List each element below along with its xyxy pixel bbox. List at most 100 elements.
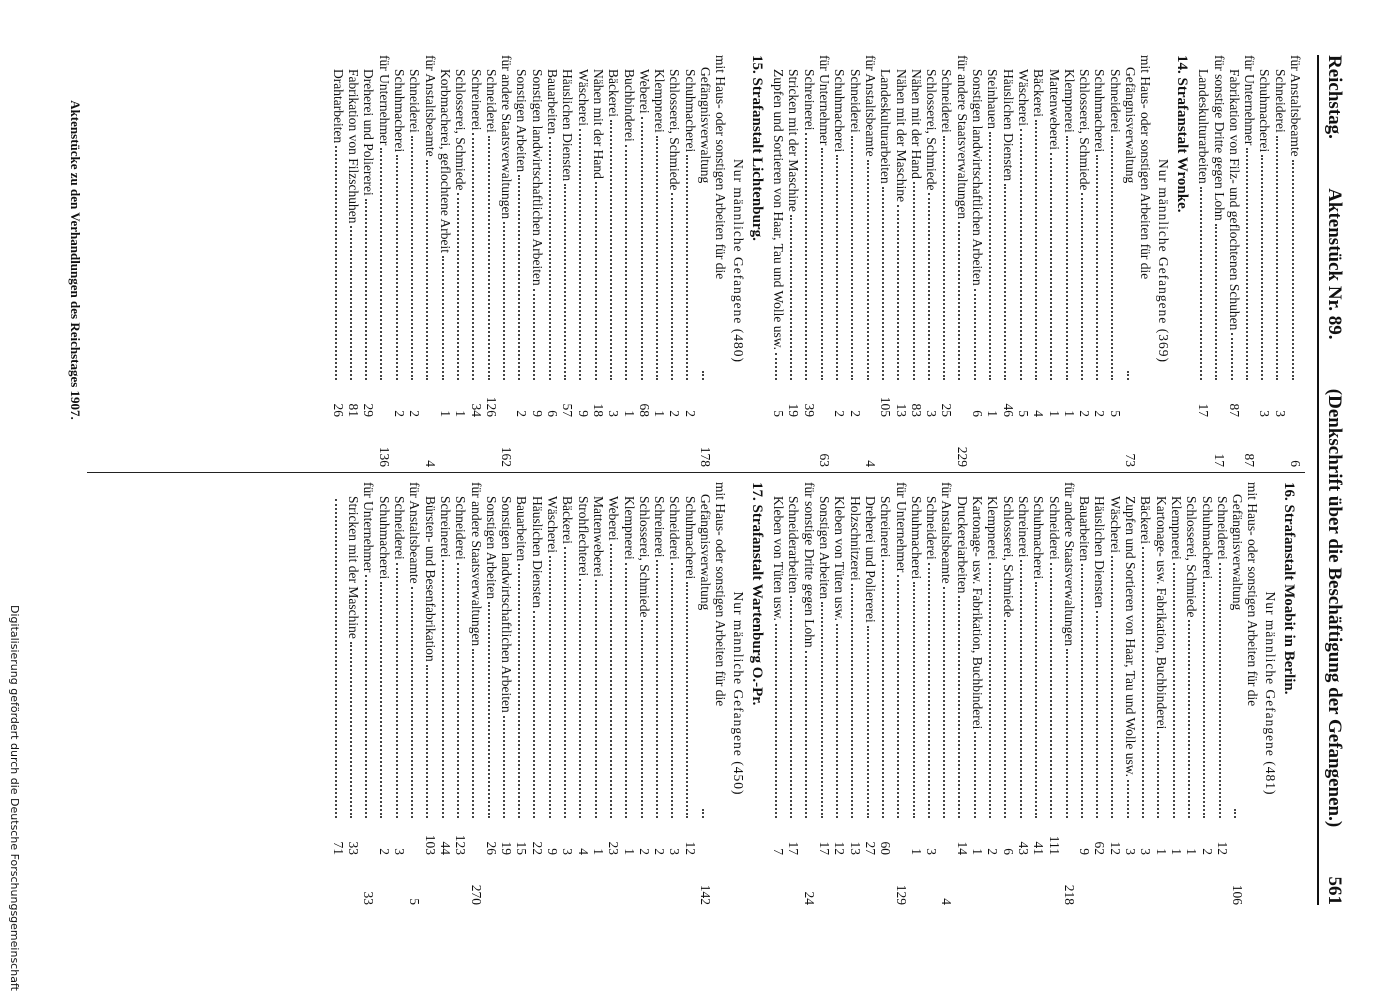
item-value: 60 [878,841,894,856]
group-row: mit Haus- oder sonstigen Arbeiten für di… [698,55,728,467]
leader [1080,564,1083,818]
item-row: Schneiderei 126 [484,55,499,467]
item-row: Häuslichen Diensten 46 [1000,55,1016,467]
row-label: für Unternehmer [361,482,377,573]
leader [487,135,490,380]
leader [1050,562,1053,818]
row-label: Landeskulturarbeiten [1196,69,1212,184]
row-label: Sonstigen Arbeiten [514,69,530,173]
item-row: Schneiderei 12 [1215,482,1230,905]
leader [958,596,961,818]
item-value: 71 [330,841,346,856]
item-row: Kleben von Tüten usw. 12 [832,482,847,905]
item-value: 19 [786,403,802,418]
row-label: für Unternehmer [1242,55,1258,146]
item-value: 23 [606,841,622,856]
item-row: Schreinerei 34 [468,55,484,467]
row-label: Nähen mit der Maschine [893,69,909,203]
item-value: 1 [1153,848,1169,855]
item-value: 2 [1077,410,1093,417]
leader [1004,620,1007,818]
item-row: Klempnerei 2 [985,482,1000,905]
leader [441,256,444,380]
leader [1019,560,1022,818]
row-label: Schneiderarbeiten [786,496,802,594]
item-row: Buchbinderei 1 [621,55,637,467]
group-row: für Anstaltsbeamte 5 [407,482,422,905]
leader [655,560,658,818]
leader [1080,193,1083,380]
item-row: Bäckerei 3 [606,55,621,467]
item-row: Stricken mit der Maschine 33 [346,482,361,905]
item-value: 46 [1000,403,1016,418]
leader [1065,649,1068,818]
item-value: 83 [908,403,924,418]
row-label: Schreinerei [437,496,453,558]
leader [609,543,612,818]
leader [1261,155,1264,380]
row-label: Sonstigen landwirtschaftlichen Arbeiten [499,496,515,713]
group-row: für Anstaltsbeamte 4 [863,55,878,467]
row-label: Bäckerei [1031,69,1047,117]
leader [958,222,961,380]
item-value: 15 [514,841,530,856]
row-label: Bauarbeiten [545,69,561,135]
item-value: 1 [970,848,986,855]
row-label: Schuhmacherei [1031,496,1047,580]
leader [456,562,459,818]
section-title: 15. Strafanstalt Lichtenburg. [748,55,765,241]
item-row: Schneiderei 25 [939,55,954,467]
item-row: Korbmacherei, geflochtene Arbeit 1 [438,55,453,467]
row-label: Schneiderei [924,496,940,560]
leader [1291,159,1294,380]
item-row: Schlosserei, Schmiede 3 [924,55,939,467]
item-row: Schlosserei, Schmiede 2 [637,482,652,905]
item-row: Bürsten- und Besenfabrikation 103 [422,482,438,905]
leader [774,623,777,818]
leader [533,288,536,380]
group-total: 63 [817,453,833,468]
row-label: Schuhmacherei [832,69,848,153]
leader [594,579,597,818]
item-value: 12 [832,841,848,856]
leader [625,562,628,818]
row-label: Schneiderei [847,69,863,133]
item-value: 2 [832,410,848,417]
item-row: Wäscherei 5 [1016,55,1031,467]
leader [1218,562,1221,818]
row-label: Stricken mit der Maschine [346,496,362,639]
leader [1187,620,1190,818]
row-label: Bürsten- und Besenfabrikation [422,496,438,662]
item-row: Fabrikation von Filz- und geflochtenen S… [1227,55,1242,467]
row-label: für Unternehmer [376,55,392,146]
row-label: Sonstigen Arbeiten [483,496,499,600]
item-row: Schlosserei, Schmiede 2 [1077,55,1092,467]
item-value: 1 [621,410,637,417]
group-total: 4 [422,460,438,467]
item-value: 87 [1226,403,1242,418]
leader [548,555,551,818]
row-label: Kleben von Tüten usw. [832,496,848,621]
item-row: Schlosserei, Schmiede 1 [453,55,468,467]
row-label: Klempnerei [1168,496,1184,560]
row-label: Landeskulturarbeiten [878,69,894,184]
item-row: Schneiderei 5 [1107,55,1123,467]
group-total: 229 [954,446,970,467]
item-row: Bauarbeiten 9 [1077,482,1092,905]
row-label: Bäckerei [1138,496,1154,544]
leader [411,135,414,380]
item-row: Klempnerei 1 [1169,482,1184,905]
item-value: 2 [1199,848,1215,855]
item-value: 5 [771,410,787,417]
item-value: 2 [392,410,408,417]
leader [502,715,505,818]
group-row: für Unternehmer 136 [376,55,392,467]
item-row: Steinhauen 1 [985,55,1000,467]
row-label: Wäscherei [545,496,561,553]
leader [851,135,854,380]
item-row: Stricken mit der Maschine 19 [786,55,802,467]
item-row: Schreinerei 44 [438,482,453,905]
row-label: Schreinerei [468,69,484,131]
item-value: 3 [1257,410,1273,417]
group-row: für andere Staatsverwaltungen 229 [954,55,970,467]
